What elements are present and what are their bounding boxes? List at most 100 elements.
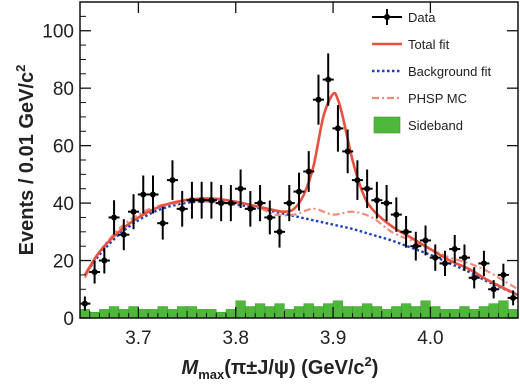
y-axis-label: Events / 0.01 GeV/c2 bbox=[13, 65, 38, 256]
legend-label: Total fit bbox=[408, 37, 450, 52]
data-point bbox=[303, 151, 315, 192]
sideband-bar bbox=[303, 303, 314, 319]
legend-entry: Total fit bbox=[372, 37, 450, 52]
data-marker bbox=[266, 214, 273, 221]
data-marker bbox=[393, 211, 400, 218]
phsp-mc-curve bbox=[83, 199, 519, 291]
legend-data-marker bbox=[384, 14, 390, 20]
data-marker bbox=[461, 254, 468, 261]
sideband-bar bbox=[177, 306, 188, 319]
sideband-bar bbox=[332, 300, 344, 319]
sideband-bar bbox=[264, 306, 275, 319]
legend-label: Data bbox=[408, 10, 436, 25]
data-marker bbox=[480, 260, 487, 267]
data-point bbox=[332, 105, 344, 152]
data-point bbox=[274, 216, 286, 248]
data-marker bbox=[383, 200, 390, 207]
data-marker bbox=[305, 168, 312, 175]
legend-entry: PHSP MC bbox=[372, 91, 467, 106]
data-point bbox=[400, 216, 412, 248]
sideband-bar bbox=[371, 306, 382, 319]
data-point bbox=[128, 194, 140, 230]
legend: Data Total fit Background fit PHSP MC Sideba… bbox=[372, 9, 491, 134]
data-marker bbox=[150, 191, 156, 198]
data-marker bbox=[276, 228, 283, 235]
data-point bbox=[108, 200, 120, 235]
sideband-histogram bbox=[79, 300, 519, 319]
data-marker bbox=[296, 188, 302, 195]
data-point bbox=[458, 244, 470, 271]
sideband-bar bbox=[274, 303, 285, 319]
data-marker bbox=[364, 185, 371, 192]
y-tick-label: 60 bbox=[53, 137, 74, 158]
data-point bbox=[342, 129, 354, 174]
data-marker bbox=[179, 205, 186, 212]
data-marker bbox=[188, 197, 195, 204]
sideband-bar bbox=[410, 306, 421, 319]
sideband-bar bbox=[167, 309, 178, 319]
data-marker bbox=[159, 220, 166, 227]
data-marker bbox=[422, 237, 429, 244]
sideband-bar bbox=[391, 306, 402, 319]
data-marker bbox=[442, 260, 448, 267]
plot-layers bbox=[79, 53, 519, 319]
data-point bbox=[488, 280, 500, 299]
data-point bbox=[196, 181, 208, 219]
data-marker bbox=[247, 205, 254, 212]
data-marker bbox=[140, 191, 147, 198]
data-point bbox=[410, 231, 422, 261]
sideband-bar bbox=[235, 300, 246, 319]
sideband-bar bbox=[128, 306, 139, 319]
sideband-bar bbox=[245, 306, 256, 319]
data-marker bbox=[120, 231, 127, 238]
y-tick-label: 80 bbox=[53, 79, 74, 100]
data-point bbox=[89, 260, 101, 284]
data-point bbox=[215, 184, 227, 222]
legend-sideband-swatch bbox=[373, 116, 401, 134]
sideband-bar bbox=[362, 303, 373, 319]
x-tick-label: 3.9 bbox=[320, 328, 346, 349]
data-marker bbox=[490, 286, 497, 293]
sideband-bar bbox=[459, 306, 470, 319]
sideband-bar bbox=[89, 312, 100, 319]
y-tick-label: 0 bbox=[63, 309, 74, 330]
sideband-bar bbox=[323, 303, 334, 319]
data-point bbox=[420, 225, 432, 256]
legend-label: Sideband bbox=[408, 118, 463, 133]
legend-label: PHSP MC bbox=[408, 91, 467, 106]
plot-frame bbox=[79, 1, 519, 319]
data-points bbox=[80, 53, 518, 311]
sideband-bar bbox=[216, 312, 227, 319]
sideband-bar bbox=[352, 306, 363, 319]
sideband-bar bbox=[420, 300, 431, 319]
data-point bbox=[312, 74, 324, 125]
sideband-bar bbox=[118, 309, 129, 319]
data-point bbox=[147, 175, 159, 214]
data-marker bbox=[169, 177, 176, 184]
data-marker bbox=[208, 197, 215, 204]
data-marker bbox=[111, 214, 118, 221]
data-marker bbox=[354, 177, 361, 184]
legend-entry: Data bbox=[372, 9, 436, 25]
data-point bbox=[137, 175, 149, 214]
sideband-bar bbox=[186, 306, 198, 319]
data-point bbox=[478, 250, 490, 277]
data-marker bbox=[451, 246, 458, 253]
axis-ticks bbox=[80, 2, 519, 319]
data-marker bbox=[286, 200, 293, 207]
data-point bbox=[507, 290, 518, 306]
sideband-bar bbox=[293, 306, 305, 319]
data-point bbox=[390, 197, 402, 232]
sideband-bar bbox=[469, 309, 480, 319]
sideband-bar bbox=[478, 306, 490, 319]
legend-label: Background fit bbox=[408, 64, 491, 79]
data-marker bbox=[237, 185, 244, 192]
data-point bbox=[254, 184, 266, 222]
data-marker bbox=[412, 243, 419, 250]
data-point bbox=[225, 184, 237, 222]
sideband-bar bbox=[313, 306, 324, 319]
data-marker bbox=[325, 76, 332, 83]
data-marker bbox=[257, 200, 264, 207]
data-marker bbox=[373, 197, 380, 204]
